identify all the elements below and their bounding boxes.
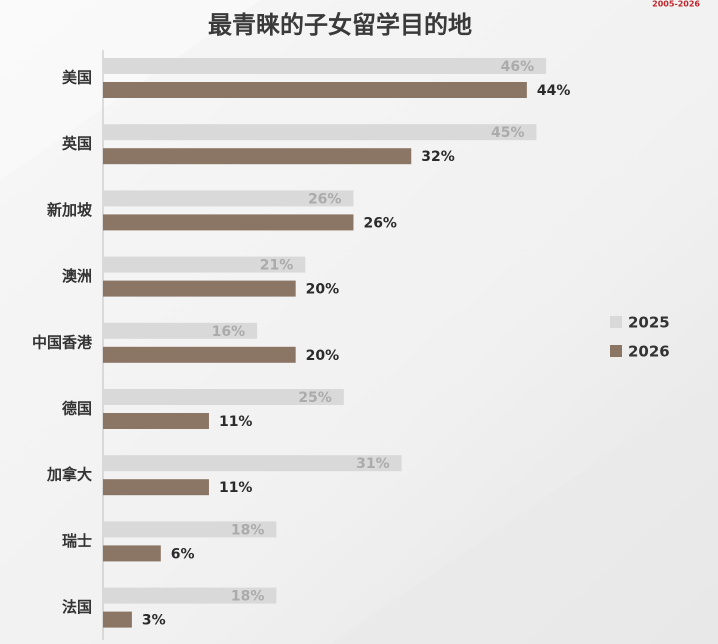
value-label: 18% [231,522,265,538]
value-label: 31% [356,456,390,472]
value-label: 44% [537,83,571,99]
value-label: 26% [308,191,342,207]
value-label: 11% [219,414,253,430]
bar [103,413,209,429]
legend-swatch [610,316,622,328]
bar [103,479,209,496]
legend-label: 2026 [628,343,670,361]
value-label: 18% [231,589,265,605]
corner-note: 2005-2026 [652,0,700,9]
y-tick-label: 新加坡 [47,201,92,219]
y-tick-label: 加拿大 [46,466,92,484]
legend-swatch [610,345,622,357]
y-tick-label: 瑞士 [62,532,92,550]
bar [103,190,354,207]
value-label: 20% [306,348,340,364]
value-label: 16% [212,324,246,340]
y-tick-label: 中国香港 [32,333,93,351]
value-label: 21% [260,258,294,274]
value-label: 45% [491,125,525,141]
value-label: 11% [219,480,253,496]
bar [103,521,277,538]
y-tick-label: 法国 [62,598,92,616]
bar [103,545,161,562]
bar [103,148,412,165]
y-tick-label: 英国 [62,135,92,153]
bar [103,389,344,405]
chart-title: 最青睐的子女留学目的地 [208,11,472,39]
value-label: 3% [142,613,166,629]
background-shape [330,380,718,644]
bar [103,346,296,363]
value-label: 6% [171,546,195,562]
value-label: 25% [298,390,332,406]
bar [103,280,296,297]
bar [103,455,402,472]
y-tick-label: 澳洲 [62,267,92,285]
bar [103,214,354,231]
y-tick-label: 美国 [62,69,92,87]
bar [103,82,527,98]
bar [103,124,537,141]
value-label: 26% [363,215,397,231]
bar [103,58,547,74]
bar [103,587,277,604]
bar [103,256,306,273]
value-label: 20% [306,282,340,298]
bar [103,611,132,628]
y-tick-label: 德国 [62,400,92,418]
value-label: 46% [501,59,535,75]
bar [103,322,258,339]
legend-label: 2025 [628,314,670,332]
value-label: 32% [421,149,455,165]
